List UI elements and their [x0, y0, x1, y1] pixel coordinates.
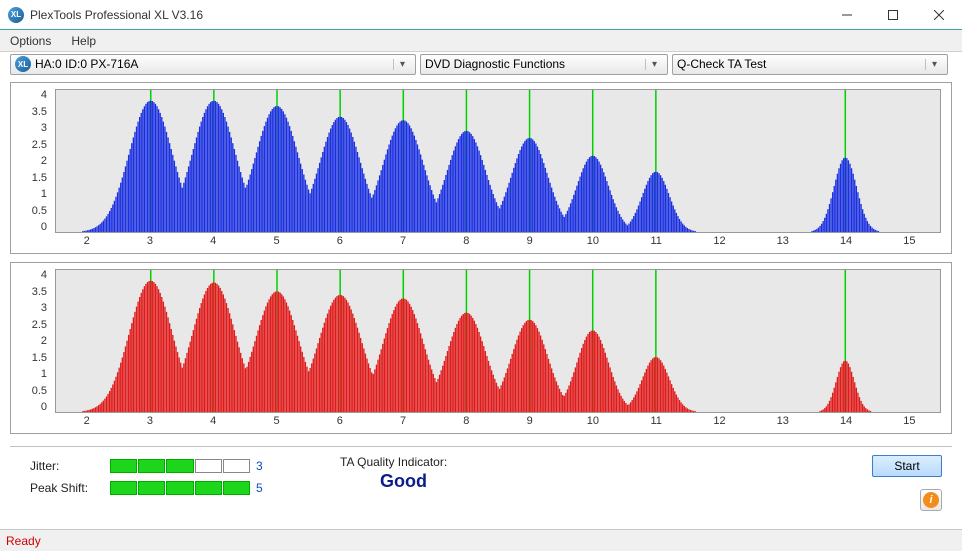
toolbar: XL HA:0 ID:0 PX-716A ▾ DVD Diagnostic Fu… [0, 52, 962, 76]
chart-top: 43.532.521.510.50 23456789101112131415 [10, 82, 952, 254]
chevron-down-icon: ▾ [393, 59, 411, 70]
status-text: Ready [6, 534, 41, 548]
jitter-value: 3 [256, 459, 263, 473]
peak-shift-segbar [110, 481, 250, 495]
chart-bottom-plot [56, 270, 940, 412]
start-button[interactable]: Start [872, 455, 942, 477]
device-dropdown-label: HA:0 ID:0 PX-716A [35, 57, 389, 71]
quality-label: TA Quality Indicator: [340, 455, 447, 469]
menu-bar: Options Help [0, 30, 962, 52]
jitter-segbar [110, 459, 250, 473]
test-dropdown-label: Q-Check TA Test [677, 57, 921, 71]
quality-value: Good [380, 471, 447, 492]
chart-top-y-axis: 43.532.521.510.50 [11, 89, 51, 233]
chart-bottom-x-axis: 23456789101112131415 [55, 415, 941, 431]
footer-panel: Jitter: 3 Peak Shift: 5 TA Quality Indic… [0, 449, 962, 517]
menu-options[interactable]: Options [6, 32, 55, 50]
chart-bottom: 43.532.521.510.50 23456789101112131415 [10, 262, 952, 434]
minimize-button[interactable] [824, 0, 870, 30]
menu-help[interactable]: Help [67, 32, 100, 50]
maximize-button[interactable] [870, 0, 916, 30]
chart-top-plot [56, 90, 940, 232]
category-dropdown[interactable]: DVD Diagnostic Functions ▾ [420, 54, 668, 75]
info-icon: i [923, 492, 939, 508]
chevron-down-icon: ▾ [925, 59, 943, 70]
jitter-label: Jitter: [30, 459, 110, 473]
indicators: Jitter: 3 Peak Shift: 5 [30, 455, 300, 499]
category-dropdown-label: DVD Diagnostic Functions [425, 57, 641, 71]
title-bar: XL PlexTools Professional XL V3.16 [0, 0, 962, 30]
quality-block: TA Quality Indicator: Good [340, 455, 447, 492]
app-logo-icon: XL [8, 7, 24, 23]
status-bar: Ready [0, 529, 962, 551]
window-title: PlexTools Professional XL V3.16 [30, 8, 824, 22]
peak-shift-value: 5 [256, 481, 263, 495]
peak-shift-label: Peak Shift: [30, 481, 110, 495]
chevron-down-icon: ▾ [645, 59, 663, 70]
close-button[interactable] [916, 0, 962, 30]
test-dropdown[interactable]: Q-Check TA Test ▾ [672, 54, 948, 75]
device-icon: XL [15, 56, 31, 72]
jitter-row: Jitter: 3 [30, 455, 300, 477]
device-dropdown[interactable]: XL HA:0 ID:0 PX-716A ▾ [10, 54, 416, 75]
chart-top-x-axis: 23456789101112131415 [55, 235, 941, 251]
divider [10, 446, 952, 447]
charts-area: 43.532.521.510.50 23456789101112131415 4… [0, 76, 962, 444]
peak-shift-row: Peak Shift: 5 [30, 477, 300, 499]
info-button[interactable]: i [920, 489, 942, 511]
chart-bottom-y-axis: 43.532.521.510.50 [11, 269, 51, 413]
